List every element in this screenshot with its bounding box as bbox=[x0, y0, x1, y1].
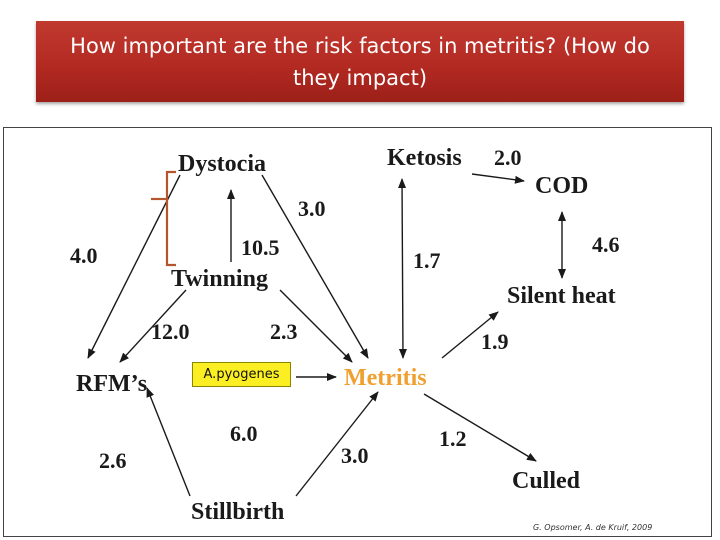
slide-title: How important are the risk factors in me… bbox=[36, 21, 684, 102]
bracket-dystocia-twinning bbox=[151, 170, 176, 267]
weight-twinning-dystocia: 10.5 bbox=[241, 235, 280, 260]
node-silent-heat: Silent heat bbox=[507, 283, 616, 309]
node-dystocia: Dystocia bbox=[178, 151, 266, 177]
weight-stillbirth-rfm: 2.6 bbox=[99, 448, 127, 473]
pathogen-label-box: A.pyogenes bbox=[192, 362, 291, 387]
arrow-metritis-culled bbox=[423, 393, 537, 462]
weight-twinning-metritis: 2.3 bbox=[270, 319, 298, 344]
arrow-ketosis-cod bbox=[471, 173, 525, 184]
weight-dystocia-rfm: 4.0 bbox=[70, 243, 98, 268]
weight-ketosis-metritis: 1.7 bbox=[413, 248, 441, 273]
node-stillbirth: Stillbirth bbox=[191, 499, 284, 525]
weight-stillbirth-metritis: 3.0 bbox=[341, 443, 369, 468]
slide-title-text: How important are the risk factors in me… bbox=[70, 33, 650, 90]
pathogen-label: A.pyogenes bbox=[203, 367, 280, 382]
source-credit: G. Opsomer, A. de Kruif, 2009 bbox=[533, 523, 652, 532]
weight-metritis-culled: 1.2 bbox=[439, 426, 467, 451]
arrow-dystocia-metritis bbox=[261, 174, 369, 359]
arrow-twinning-metritis bbox=[279, 289, 353, 363]
node-ketosis: Ketosis bbox=[387, 145, 462, 171]
arrow-stillbirth-rfm bbox=[146, 387, 191, 497]
node-metritis: Metritis bbox=[344, 365, 427, 391]
arrow-ketosis-metritis bbox=[398, 178, 407, 359]
figure-frame bbox=[3, 127, 712, 537]
weight-cod-silent-heat: 4.6 bbox=[592, 232, 620, 257]
node-rfms: RFM’s bbox=[76, 371, 147, 397]
weight-ketosis-cod: 2.0 bbox=[494, 145, 522, 170]
arrow-metritis-silent-heat bbox=[441, 311, 499, 359]
arrow-dystocia-rfm bbox=[87, 174, 181, 359]
weight-metritis-silent-heat: 1.9 bbox=[481, 329, 509, 354]
weight-dystocia-metritis: 3.0 bbox=[298, 196, 326, 221]
node-cod: COD bbox=[535, 173, 588, 199]
node-culled: Culled bbox=[512, 468, 581, 494]
weight-twinning-rfm: 12.0 bbox=[151, 319, 190, 344]
node-twinning: Twinning bbox=[171, 266, 268, 292]
arrow-twinning-rfm bbox=[119, 289, 187, 363]
arrow-stillbirth-metritis bbox=[295, 391, 379, 497]
weight-rfm-metritis: 6.0 bbox=[230, 421, 258, 446]
